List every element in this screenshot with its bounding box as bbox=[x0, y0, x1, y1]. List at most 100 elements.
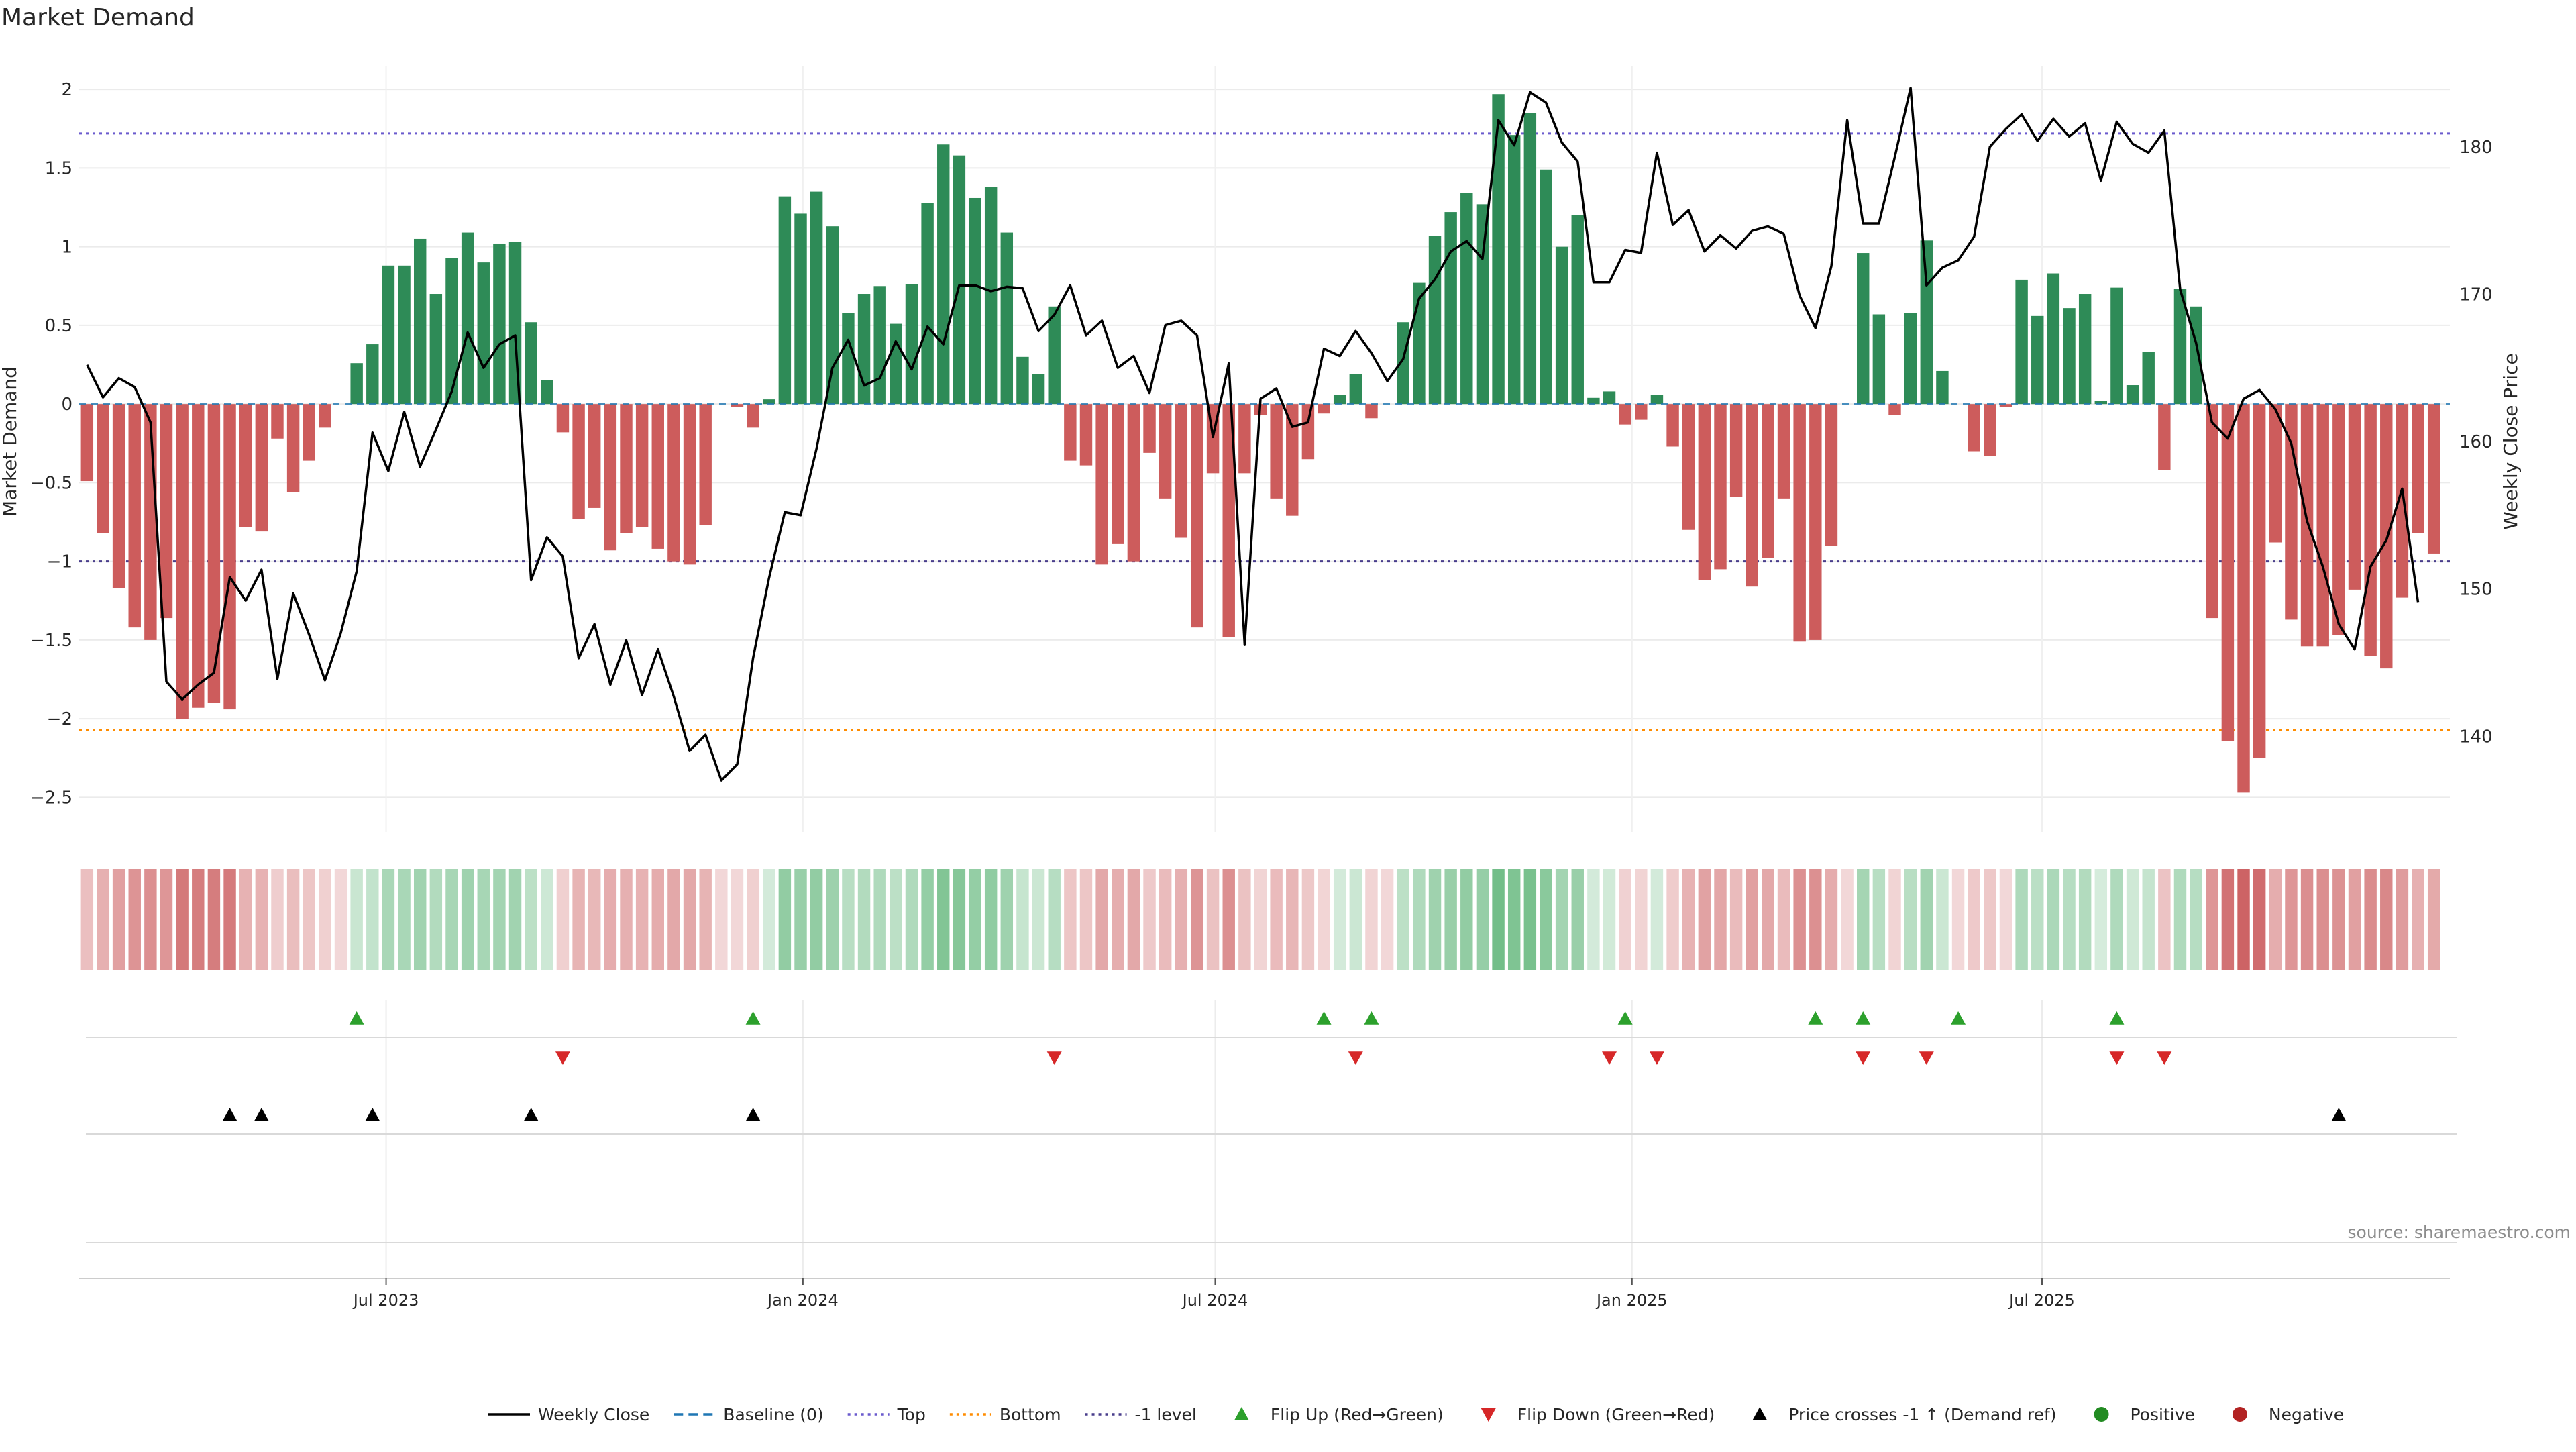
demand-bar bbox=[80, 404, 94, 482]
band-cell bbox=[144, 869, 157, 970]
demand-bar bbox=[794, 213, 807, 405]
demand-bar bbox=[699, 404, 712, 525]
band-cell bbox=[1032, 869, 1045, 970]
band-cell bbox=[842, 869, 855, 970]
demand-bar bbox=[1079, 404, 1093, 466]
band-cell bbox=[1064, 869, 1077, 970]
demand-bar bbox=[2316, 404, 2329, 647]
demand-bar bbox=[1571, 215, 1584, 405]
band-cell bbox=[286, 869, 300, 970]
demand-bar bbox=[303, 404, 315, 461]
legend-swatch bbox=[2094, 1407, 2109, 1422]
x-tick-label: Jan 2024 bbox=[766, 1291, 839, 1310]
source-note: source: sharemaestro.com bbox=[2348, 1223, 2571, 1242]
band-cell bbox=[1666, 869, 1679, 970]
band-cell bbox=[1318, 869, 1330, 970]
demand-bar bbox=[1714, 404, 1727, 570]
band-cell bbox=[1143, 869, 1156, 970]
band-cell bbox=[525, 869, 537, 970]
band-cell bbox=[1793, 869, 1806, 970]
band-cell bbox=[2206, 869, 2218, 970]
demand-bar bbox=[2364, 404, 2377, 656]
band-cell bbox=[1936, 869, 1949, 970]
color-band bbox=[80, 869, 2440, 970]
demand-bar bbox=[857, 294, 871, 405]
band-cell bbox=[1650, 869, 1664, 970]
band-cell bbox=[2364, 869, 2377, 970]
left-tick-label: −0.5 bbox=[30, 473, 72, 493]
band-cell bbox=[747, 869, 759, 970]
right-tick-label: 160 bbox=[2459, 432, 2493, 452]
demand-bar bbox=[588, 404, 601, 508]
band-cell bbox=[890, 869, 902, 970]
demand-bar bbox=[905, 284, 918, 405]
band-cell bbox=[2047, 869, 2060, 970]
flip-up-marker bbox=[2109, 1011, 2125, 1025]
demand-bar bbox=[1540, 169, 1552, 405]
band-cell bbox=[1333, 869, 1346, 970]
band-cell bbox=[810, 869, 823, 970]
demand-bar bbox=[255, 404, 268, 532]
demand-bar bbox=[2126, 385, 2139, 405]
band-cell bbox=[1286, 869, 1299, 970]
demand-bar bbox=[1301, 404, 1315, 460]
legend: Weekly Close Baseline (0) Top Bottom -1 leve… bbox=[488, 1405, 2344, 1424]
band-cell bbox=[620, 869, 633, 970]
flip-up-marker bbox=[1617, 1011, 1633, 1025]
legend-label: -1 level bbox=[1135, 1405, 1197, 1424]
band-cell bbox=[857, 869, 871, 970]
band-cell bbox=[1238, 869, 1251, 970]
band-cell bbox=[128, 869, 141, 970]
left-tick-label: −2.5 bbox=[30, 788, 72, 808]
demand-bar bbox=[1872, 314, 1886, 405]
band-cell bbox=[2332, 869, 2345, 970]
band-cell bbox=[445, 869, 458, 970]
flip-down-marker bbox=[1919, 1051, 1934, 1065]
demand-bar bbox=[1746, 404, 1758, 587]
price-line-layer bbox=[86, 87, 2420, 782]
band-cell bbox=[2316, 869, 2329, 970]
band-cell bbox=[921, 869, 934, 970]
band-cell bbox=[1540, 869, 1552, 970]
band-cell bbox=[683, 869, 696, 970]
band-cell bbox=[176, 869, 189, 970]
band-cell bbox=[2221, 869, 2235, 970]
band-cell bbox=[1888, 869, 1901, 970]
band-cell bbox=[731, 869, 744, 970]
band-cell bbox=[1968, 869, 1980, 970]
flip-up-marker bbox=[1808, 1011, 1823, 1025]
grid-layer bbox=[79, 66, 2450, 1278]
demand-bar bbox=[1048, 306, 1061, 405]
price-cross-marker bbox=[745, 1108, 761, 1121]
flip-up-marker bbox=[1316, 1011, 1332, 1025]
legend-swatch bbox=[1481, 1408, 1496, 1422]
demand-bar bbox=[2332, 404, 2345, 635]
band-cell bbox=[1079, 869, 1093, 970]
band-cell bbox=[160, 869, 173, 970]
band-cell bbox=[873, 869, 886, 970]
demand-bar bbox=[1523, 113, 1537, 405]
band-cell bbox=[508, 869, 522, 970]
demand-bar bbox=[572, 404, 585, 519]
band-cell bbox=[1809, 869, 1822, 970]
demand-bar bbox=[1333, 395, 1346, 405]
band-cell bbox=[715, 869, 728, 970]
band-cell bbox=[588, 869, 601, 970]
band-cell bbox=[493, 869, 506, 970]
demand-bar bbox=[683, 404, 696, 565]
demand-bar bbox=[763, 399, 775, 405]
band-cell bbox=[1444, 869, 1457, 970]
band-cell bbox=[2063, 869, 2076, 970]
band-cell bbox=[1095, 869, 1108, 970]
demand-bar bbox=[366, 344, 379, 405]
demand-bar bbox=[1936, 370, 1949, 405]
band-cell bbox=[1555, 869, 1568, 970]
demand-bar bbox=[1476, 204, 1489, 405]
demand-bar bbox=[1159, 404, 1172, 499]
demand-bar bbox=[1238, 404, 1251, 474]
demand-bar bbox=[2174, 289, 2187, 405]
demand-bar bbox=[651, 404, 664, 549]
demand-bar bbox=[842, 313, 855, 405]
band-cell bbox=[667, 869, 680, 970]
band-cell bbox=[80, 869, 94, 970]
